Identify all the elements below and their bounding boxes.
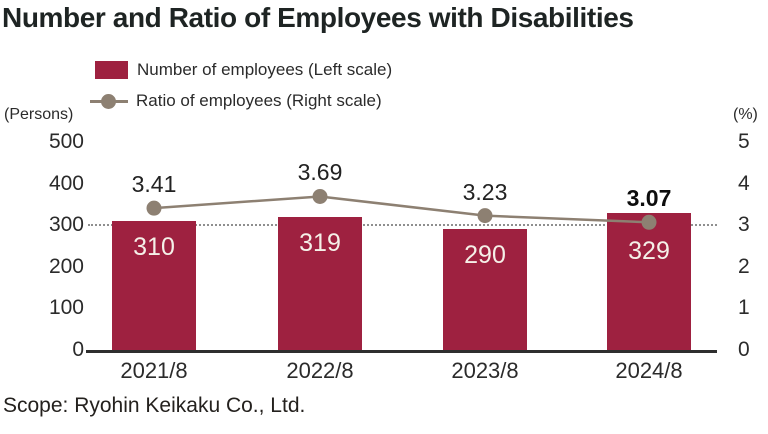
bar-2022/8: 319 (278, 217, 362, 351)
legend-label-bar: Number of employees (Left scale) (137, 60, 393, 79)
bar-value-label: 319 (299, 229, 341, 257)
ratio-value-label: 3.41 (131, 171, 177, 198)
ratio-value-label: 3.69 (297, 159, 343, 186)
x-axis-label-2021/8: 2021/8 (120, 358, 188, 383)
ratio-value-label: 3.07 (626, 185, 672, 212)
legend-item-line: Ratio of employees (Right scale) (90, 91, 382, 110)
line-marker-icon (90, 93, 128, 109)
ratio-marker (477, 208, 493, 224)
right-axis-tick-label: 3 (738, 213, 750, 237)
reference-line-3pct (88, 224, 717, 227)
left-axis-tick-label: 100 (48, 296, 84, 320)
x-axis-label-2023/8: 2023/8 (451, 358, 519, 383)
x-axis-label-2022/8: 2022/8 (286, 358, 354, 383)
legend-label-line: Ratio of employees (Right scale) (136, 91, 382, 110)
right-axis-tick-label: 5 (738, 130, 750, 153)
left-axis-tick-label: 400 (48, 171, 84, 195)
bar-swatch-icon (95, 61, 128, 79)
right-axis-unit: (%) (733, 106, 758, 123)
left-axis-unit: (Persons) (4, 106, 74, 123)
ratio-line (153, 195, 650, 224)
ratio-marker (146, 200, 162, 216)
scope-note: Scope: Ryohin Keikaku Co., Ltd. (3, 394, 306, 417)
bar-2021/8: 310 (112, 221, 196, 351)
ratio-marker (312, 188, 328, 204)
bar-2023/8: 290 (443, 229, 527, 351)
chart-title: Number and Ratio of Employees with Disab… (2, 2, 634, 33)
right-axis-tick-label: 2 (738, 254, 750, 278)
right-axis-tick-label: 1 (738, 296, 750, 320)
left-axis-tick-label: 200 (48, 254, 84, 278)
legend-item-bar: Number of employees (Left scale) (95, 60, 392, 80)
right-axis-tick-label: 0 (738, 338, 750, 361)
right-axis-tick-label: 4 (738, 171, 750, 195)
left-axis-tick-label: 500 (48, 130, 84, 153)
left-axis-tick-label: 300 (48, 213, 84, 237)
left-axis-tick-label: 0 (72, 338, 84, 361)
bar-2024/8: 329 (607, 213, 691, 351)
ratio-value-label: 3.23 (462, 178, 508, 205)
bar-value-label: 329 (628, 237, 670, 265)
x-axis-line (86, 350, 717, 353)
x-axis-label-2024/8: 2024/8 (615, 358, 683, 383)
bar-value-label: 310 (133, 233, 175, 261)
bar-value-label: 290 (464, 241, 506, 269)
ratio-marker (641, 214, 657, 230)
